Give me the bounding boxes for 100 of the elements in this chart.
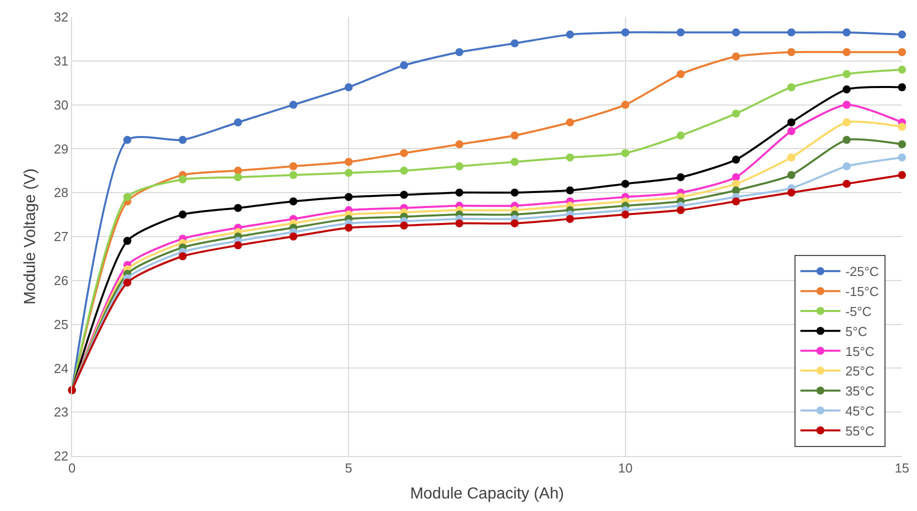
- point: [732, 156, 740, 164]
- y-tick-label: 23: [54, 404, 68, 420]
- point: [510, 39, 519, 48]
- point: [178, 210, 187, 219]
- point: [732, 173, 740, 182]
- legend-label: 45°C: [845, 404, 874, 419]
- point: [289, 162, 298, 170]
- point: [455, 162, 464, 170]
- point: [178, 136, 187, 144]
- y-tick-label: 24: [54, 360, 68, 376]
- y-tick-label: 22: [54, 448, 68, 464]
- point: [566, 30, 574, 39]
- point: [400, 190, 408, 199]
- point: [621, 149, 630, 158]
- legend-label: 55°C: [845, 423, 874, 438]
- point: [234, 166, 242, 175]
- point: [621, 180, 630, 188]
- point: [842, 28, 851, 36]
- point: [455, 219, 464, 228]
- y-tick-label: 30: [54, 97, 68, 112]
- legend-label: 35°C: [845, 384, 874, 399]
- point: [344, 158, 353, 166]
- point: [842, 136, 851, 144]
- point: [621, 100, 630, 109]
- point: [787, 28, 796, 36]
- point: [621, 210, 630, 219]
- point: [123, 192, 132, 201]
- point: [732, 186, 740, 194]
- legend-label: -25°C: [845, 264, 879, 280]
- point: [344, 224, 353, 232]
- point: [898, 48, 906, 56]
- point: [732, 110, 740, 118]
- point: [676, 132, 685, 140]
- point: [510, 132, 519, 140]
- point: [123, 278, 132, 287]
- point: [842, 100, 851, 109]
- point: [842, 70, 851, 78]
- point: [455, 188, 464, 197]
- legend-label: -5°C: [845, 304, 872, 320]
- point: [289, 197, 298, 206]
- y-tick-label: 26: [54, 272, 68, 288]
- legend-label: 5°C: [845, 324, 868, 339]
- point: [787, 118, 796, 126]
- point: [621, 28, 630, 36]
- point: [676, 173, 685, 182]
- y-tick-label: 32: [54, 10, 68, 25]
- point: [787, 83, 796, 92]
- point: [510, 188, 519, 197]
- point: [400, 222, 408, 230]
- point: [289, 100, 298, 109]
- point: [344, 83, 353, 92]
- point: [787, 48, 796, 56]
- point: [566, 214, 574, 223]
- point: [344, 192, 353, 201]
- point: [234, 204, 242, 212]
- point: [787, 171, 796, 180]
- point: [898, 171, 906, 180]
- point: [842, 85, 851, 94]
- y-tick-label: 29: [54, 141, 68, 156]
- point: [676, 70, 685, 78]
- point: [898, 83, 906, 92]
- point: [676, 206, 685, 214]
- point: [289, 232, 298, 240]
- y-axis-title: Module Voltage (V): [22, 168, 39, 305]
- point: [842, 162, 851, 170]
- x-axis-title: Module Capacity (Ah): [410, 485, 564, 502]
- point: [289, 171, 298, 180]
- point: [732, 28, 740, 36]
- legend-label: 15°C: [845, 344, 874, 359]
- legend-label: 25°C: [845, 364, 874, 379]
- x-tick-label: 15: [894, 460, 910, 476]
- point: [787, 153, 796, 162]
- point: [455, 140, 464, 148]
- point: [898, 153, 906, 162]
- x-tick-label: 10: [618, 460, 633, 476]
- point: [842, 118, 851, 126]
- y-tick-label: 27: [54, 229, 68, 244]
- point: [787, 188, 796, 197]
- point: [178, 252, 187, 260]
- point: [455, 48, 464, 56]
- point: [898, 140, 906, 148]
- point: [732, 180, 740, 188]
- x-tick-label: 5: [345, 460, 352, 476]
- legend-label: -15°C: [845, 284, 879, 300]
- point: [510, 158, 519, 166]
- point: [732, 197, 740, 206]
- y-tick-label: 31: [54, 53, 68, 68]
- point: [566, 153, 574, 162]
- point: [566, 186, 574, 194]
- point: [898, 66, 906, 74]
- y-tick-label: 28: [54, 185, 68, 200]
- point: [234, 118, 242, 126]
- point: [510, 219, 519, 228]
- point: [178, 175, 187, 184]
- point: [123, 236, 132, 245]
- point: [898, 30, 906, 39]
- point: [123, 136, 132, 144]
- point: [400, 166, 408, 175]
- point: [842, 48, 851, 56]
- point: [400, 61, 408, 70]
